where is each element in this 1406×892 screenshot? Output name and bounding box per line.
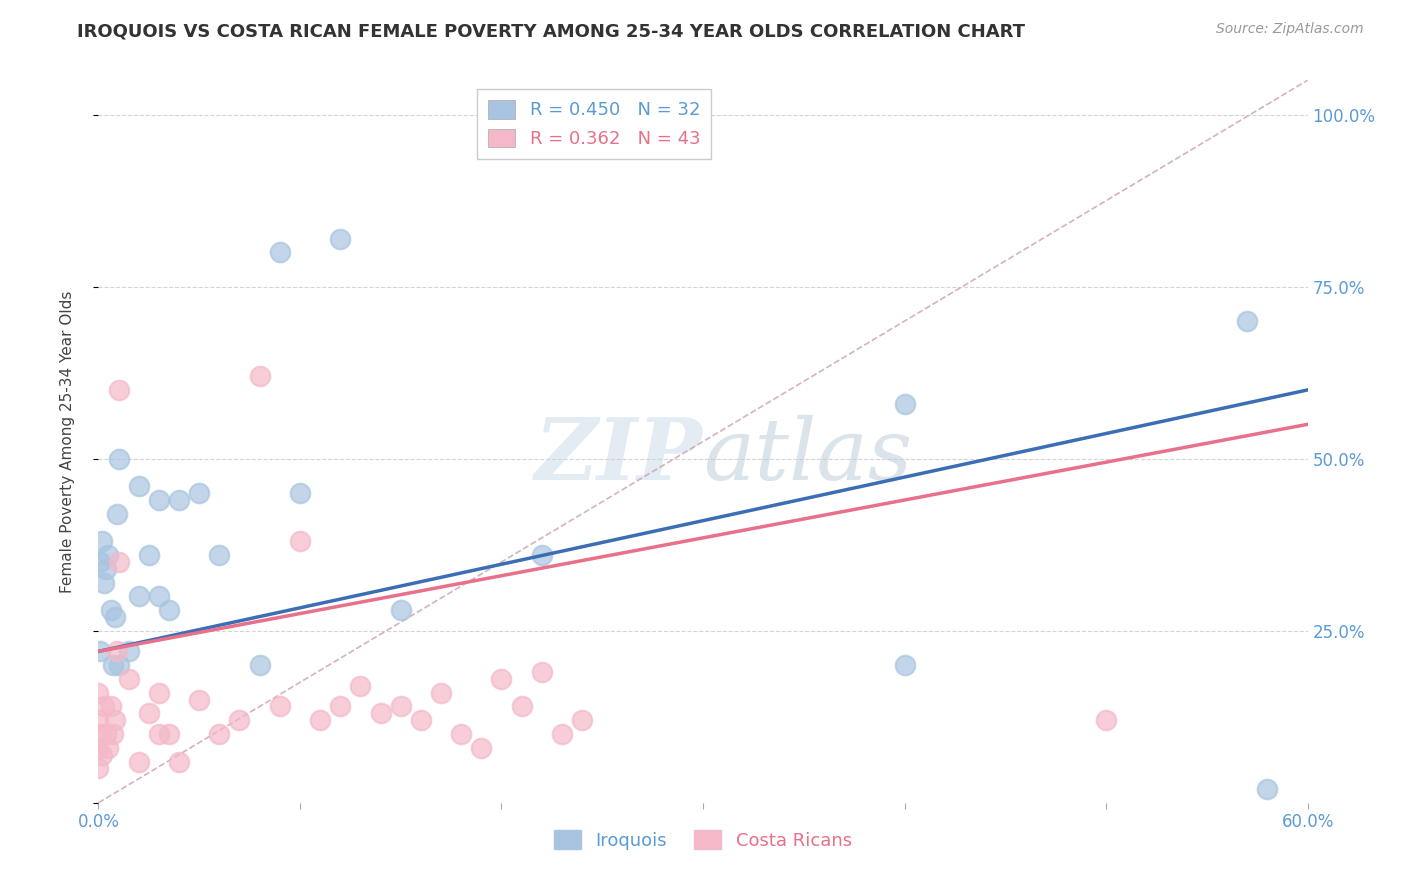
Point bbox=[269, 245, 291, 260]
Point bbox=[100, 699, 122, 714]
Point bbox=[93, 699, 115, 714]
Point bbox=[288, 534, 311, 549]
Point bbox=[89, 727, 111, 741]
Point bbox=[530, 548, 553, 562]
Point bbox=[228, 713, 250, 727]
Point bbox=[157, 603, 180, 617]
Point bbox=[148, 493, 170, 508]
Point bbox=[309, 713, 332, 727]
Point bbox=[128, 590, 150, 604]
Point bbox=[893, 658, 915, 673]
Point bbox=[118, 672, 141, 686]
Point bbox=[138, 548, 160, 562]
Point bbox=[128, 755, 150, 769]
Point bbox=[87, 686, 110, 700]
Point bbox=[118, 644, 141, 658]
Point bbox=[148, 727, 170, 741]
Point bbox=[188, 692, 211, 706]
Y-axis label: Female Poverty Among 25-34 Year Olds: Female Poverty Among 25-34 Year Olds bbox=[60, 291, 75, 592]
Point bbox=[97, 740, 120, 755]
Point bbox=[101, 727, 124, 741]
Point bbox=[167, 755, 190, 769]
Point bbox=[450, 727, 472, 741]
Point bbox=[370, 706, 392, 721]
Point bbox=[89, 555, 111, 569]
Point bbox=[91, 747, 114, 762]
Text: ZIP: ZIP bbox=[536, 414, 703, 498]
Point bbox=[530, 665, 553, 679]
Point bbox=[107, 383, 129, 397]
Point bbox=[249, 369, 271, 384]
Point bbox=[893, 397, 915, 411]
Point bbox=[87, 713, 110, 727]
Point bbox=[96, 562, 118, 576]
Point bbox=[1236, 314, 1258, 328]
Point bbox=[491, 672, 513, 686]
Point bbox=[105, 507, 128, 521]
Point bbox=[551, 727, 574, 741]
Point bbox=[249, 658, 271, 673]
Point bbox=[128, 479, 150, 493]
Point bbox=[269, 699, 291, 714]
Point bbox=[208, 548, 231, 562]
Legend: Iroquois, Costa Ricans: Iroquois, Costa Ricans bbox=[546, 822, 860, 859]
Text: Source: ZipAtlas.com: Source: ZipAtlas.com bbox=[1216, 22, 1364, 37]
Point bbox=[100, 603, 122, 617]
Point bbox=[349, 679, 371, 693]
Point bbox=[389, 603, 412, 617]
Point bbox=[148, 686, 170, 700]
Point bbox=[329, 699, 352, 714]
Point bbox=[138, 706, 160, 721]
Point bbox=[288, 486, 311, 500]
Point bbox=[97, 548, 120, 562]
Point bbox=[107, 555, 129, 569]
Point bbox=[571, 713, 593, 727]
Point bbox=[103, 610, 125, 624]
Text: IROQUOIS VS COSTA RICAN FEMALE POVERTY AMONG 25-34 YEAR OLDS CORRELATION CHART: IROQUOIS VS COSTA RICAN FEMALE POVERTY A… bbox=[77, 22, 1025, 40]
Point bbox=[148, 590, 170, 604]
Point bbox=[167, 493, 190, 508]
Point bbox=[91, 534, 114, 549]
Point bbox=[329, 231, 352, 245]
Point bbox=[1256, 782, 1278, 797]
Point bbox=[510, 699, 533, 714]
Point bbox=[157, 727, 180, 741]
Point bbox=[93, 575, 115, 590]
Point bbox=[107, 451, 129, 466]
Point bbox=[409, 713, 432, 727]
Point bbox=[101, 658, 124, 673]
Point bbox=[105, 644, 128, 658]
Point bbox=[87, 761, 110, 775]
Point bbox=[188, 486, 211, 500]
Text: atlas: atlas bbox=[703, 415, 912, 498]
Point bbox=[470, 740, 492, 755]
Point bbox=[389, 699, 412, 714]
Point bbox=[430, 686, 453, 700]
Point bbox=[1095, 713, 1118, 727]
Point bbox=[96, 727, 118, 741]
Point bbox=[103, 713, 125, 727]
Point bbox=[89, 644, 111, 658]
Point bbox=[208, 727, 231, 741]
Point bbox=[107, 658, 129, 673]
Point bbox=[87, 740, 110, 755]
